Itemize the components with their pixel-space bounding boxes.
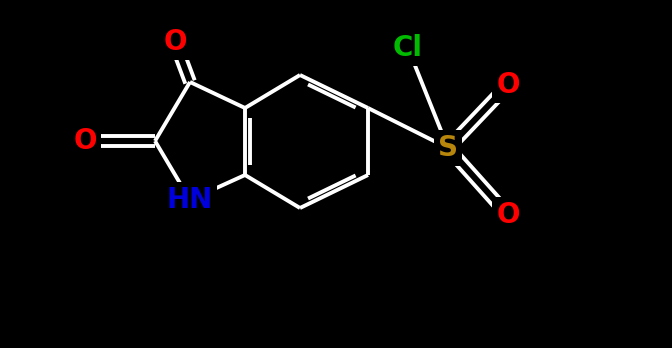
Text: O: O <box>73 127 97 155</box>
Text: Cl: Cl <box>393 34 423 62</box>
Text: S: S <box>438 134 458 162</box>
Text: O: O <box>496 71 519 99</box>
Text: O: O <box>496 201 519 229</box>
Text: O: O <box>163 28 187 56</box>
Text: HN: HN <box>167 186 213 214</box>
